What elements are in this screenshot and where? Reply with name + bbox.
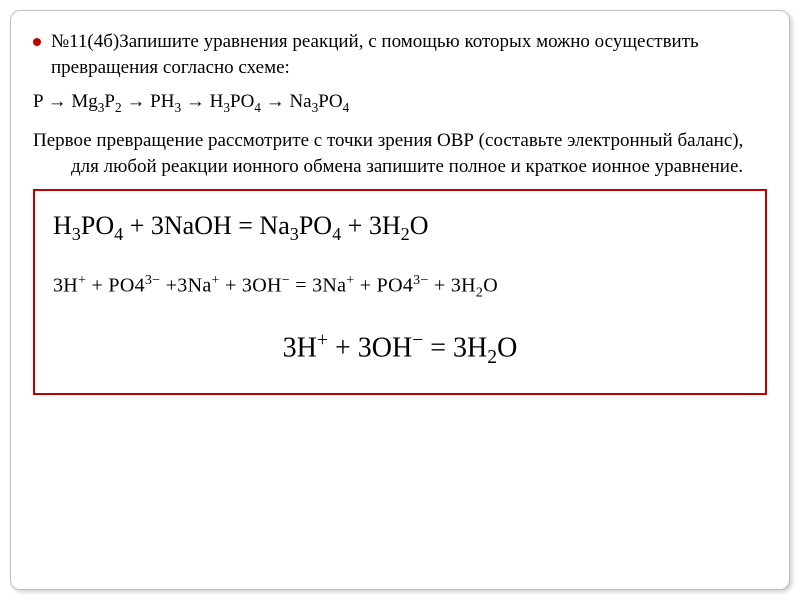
- eq-sup: 3−: [145, 273, 161, 288]
- chain-sub: 2: [115, 100, 122, 115]
- eq-text: = 3Na: [290, 275, 346, 297]
- bullet-item: №11(4б)Запишите уравнения реакций, с пом…: [33, 29, 767, 80]
- chain-text: → PH: [122, 91, 175, 112]
- eq-text: O: [497, 332, 517, 363]
- eq-sup: 3−: [413, 273, 429, 288]
- eq-text: 3H: [283, 332, 317, 363]
- chain-text: PO: [318, 91, 342, 112]
- chain-sub: 4: [254, 100, 261, 115]
- slide-container: №11(4б)Запишите уравнения реакций, с пом…: [10, 10, 790, 590]
- bullet-dot: [33, 38, 41, 46]
- eq-text: + PO4: [355, 275, 414, 297]
- eq-sup: +: [317, 330, 328, 351]
- eq-sub: 3: [290, 224, 299, 244]
- eq-sub: 2: [487, 347, 497, 368]
- eq-text: + PO4: [86, 275, 145, 297]
- eq-sub: 2: [401, 224, 410, 244]
- eq-text: + 3H: [429, 275, 476, 297]
- reaction-chain: P → Mg3P2 → PH3 → H3PO4 → Na3PO4: [33, 88, 767, 118]
- eq-text: 3H: [53, 275, 78, 297]
- chain-text: → H: [181, 91, 223, 112]
- molecular-equation: H3PO4 + 3NaOH = Na3PO4 + 3H2O: [53, 211, 747, 245]
- chain-text: → Na: [261, 91, 312, 112]
- eq-sub: 3: [72, 224, 81, 244]
- eq-sup: +: [212, 273, 220, 288]
- net-ionic-equation: 3H+ + 3OH− = 3H2O: [53, 330, 747, 369]
- eq-text: + 3OH: [220, 275, 282, 297]
- eq-text: O: [410, 211, 429, 240]
- answer-box: H3PO4 + 3NaOH = Na3PO4 + 3H2O 3H+ + PO43…: [33, 189, 767, 395]
- eq-sup: −: [412, 330, 423, 351]
- chain-text: PO: [230, 91, 254, 112]
- full-ionic-equation: 3H+ + PO43− +3Na+ + 3OH− = 3Na+ + PO43− …: [53, 273, 747, 302]
- eq-text: PO: [81, 211, 114, 240]
- eq-text: + 3NaOH = Na: [123, 211, 290, 240]
- eq-sub: 4: [114, 224, 123, 244]
- chain-text: P: [104, 91, 115, 112]
- eq-text: + 3OH: [328, 332, 412, 363]
- eq-sup: −: [282, 273, 290, 288]
- eq-text: O: [483, 275, 498, 297]
- chain-sub: 4: [343, 100, 350, 115]
- chain-sub: 3: [223, 100, 230, 115]
- eq-sub: 4: [332, 224, 341, 244]
- eq-sup: +: [346, 273, 354, 288]
- eq-text: +3Na: [160, 275, 211, 297]
- instruction-paragraph: Первое превращение рассмотрите с точки з…: [33, 128, 767, 179]
- problem-statement: №11(4б)Запишите уравнения реакций, с пом…: [51, 29, 767, 80]
- chain-text: P → Mg: [33, 91, 98, 112]
- eq-text: PO: [299, 211, 332, 240]
- eq-text: H: [53, 211, 72, 240]
- eq-text: = 3H: [423, 332, 487, 363]
- eq-text: + 3H: [341, 211, 400, 240]
